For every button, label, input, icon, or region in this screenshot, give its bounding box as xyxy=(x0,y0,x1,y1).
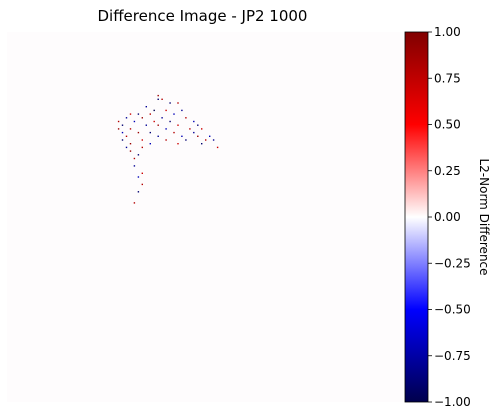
difference-pixel xyxy=(197,124,199,126)
colorbar-tick-label: −0.25 xyxy=(434,256,471,270)
difference-pixel xyxy=(129,143,132,145)
difference-pixel xyxy=(185,117,187,119)
difference-pixel xyxy=(177,124,179,126)
difference-pixel xyxy=(121,131,124,134)
difference-pixel xyxy=(189,128,191,130)
difference-pixel xyxy=(137,176,140,178)
difference-pixel xyxy=(169,102,171,104)
difference-pixel xyxy=(173,131,175,134)
difference-pixel xyxy=(201,128,203,130)
difference-pixel xyxy=(153,109,155,112)
difference-pixel xyxy=(177,143,179,145)
difference-pixel xyxy=(125,146,128,149)
difference-pixel xyxy=(117,120,120,123)
colorbar-tick-label: 1.00 xyxy=(434,25,461,39)
difference-pixel xyxy=(137,191,140,193)
difference-pixel xyxy=(161,117,163,119)
difference-pixel xyxy=(137,113,140,115)
colorbar xyxy=(404,31,429,403)
difference-pixel xyxy=(173,113,175,115)
colorbar-tick-label: 0.50 xyxy=(434,118,461,132)
colorbar-tick-label: −1.00 xyxy=(434,395,471,409)
difference-pixel xyxy=(129,113,132,115)
difference-pixel xyxy=(125,135,128,137)
difference-pixel xyxy=(205,139,207,141)
difference-pixel xyxy=(145,106,147,108)
difference-pixel xyxy=(149,113,151,115)
colorbar-tick-label: 0.75 xyxy=(434,71,461,85)
difference-pixel xyxy=(165,128,167,130)
speckle-layer xyxy=(117,94,219,204)
difference-pixel xyxy=(216,146,219,149)
difference-pixel xyxy=(161,98,163,100)
difference-pixel xyxy=(133,165,136,167)
colorbar-label: L2-Norm Difference xyxy=(477,158,491,275)
difference-pixel xyxy=(212,139,215,141)
difference-pixel xyxy=(149,143,151,145)
difference-pixel xyxy=(193,131,195,134)
difference-pixel xyxy=(169,120,171,123)
difference-pixel xyxy=(201,143,203,145)
difference-image xyxy=(7,32,403,402)
difference-pixel xyxy=(141,146,143,149)
difference-pixel xyxy=(209,135,211,137)
difference-pixel xyxy=(141,117,143,119)
difference-pixel xyxy=(121,139,124,141)
difference-pixel xyxy=(157,135,159,137)
difference-pixel xyxy=(121,124,124,126)
difference-pixel xyxy=(157,124,159,126)
difference-pixel xyxy=(145,124,147,126)
difference-pixel xyxy=(141,139,143,141)
colorbar-tick-label: 0.00 xyxy=(434,210,461,224)
difference-pixel xyxy=(141,172,143,174)
difference-pixel xyxy=(137,154,140,156)
colorbar-tick-label: −0.75 xyxy=(434,349,471,363)
difference-pixel xyxy=(185,139,187,141)
difference-pixel xyxy=(117,128,120,130)
colorbar-tick-label: −0.50 xyxy=(434,303,471,317)
difference-pixel xyxy=(149,131,151,134)
colorbar-ticks: 1.00 0.75 0.50 0.25 0.00 −0.25 −0.50 −0.75 −1.00 xyxy=(428,25,471,409)
difference-pixel xyxy=(177,102,179,104)
difference-pixel xyxy=(157,98,159,100)
difference-pixel xyxy=(133,202,136,204)
difference-pixel xyxy=(129,150,132,152)
chart-title: Difference Image - JP2 1000 xyxy=(97,7,308,25)
difference-pixel xyxy=(181,135,183,137)
difference-pixel xyxy=(137,131,140,134)
colorbar-tick-label: 0.25 xyxy=(434,164,461,178)
difference-pixel xyxy=(157,94,159,97)
difference-pixel xyxy=(193,120,195,123)
difference-pixel xyxy=(197,135,199,137)
difference-pixel xyxy=(129,128,132,130)
difference-pixel xyxy=(133,120,136,123)
difference-pixel xyxy=(141,183,143,186)
difference-pixel xyxy=(165,139,167,141)
difference-pixel xyxy=(165,109,167,112)
difference-pixel xyxy=(125,117,128,119)
difference-pixel xyxy=(153,120,155,123)
difference-pixel xyxy=(133,157,136,160)
difference-pixel xyxy=(181,109,183,112)
